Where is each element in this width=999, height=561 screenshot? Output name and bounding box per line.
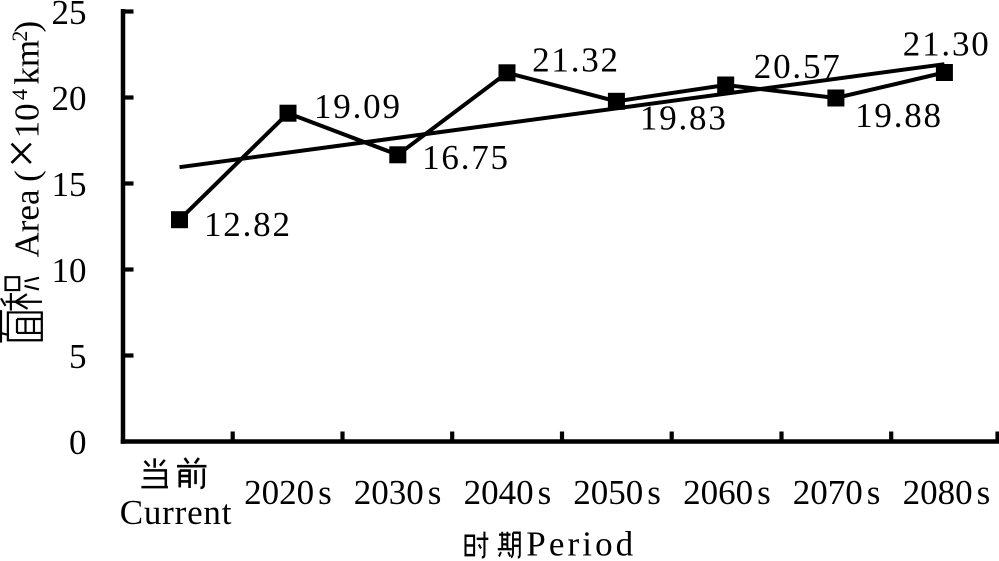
svg-text:21.32: 21.32	[532, 41, 620, 80]
svg-text:21.30: 21.30	[903, 24, 991, 63]
svg-text:20.57: 20.57	[754, 47, 842, 86]
svg-text:15: 15	[52, 165, 87, 204]
svg-text:25: 25	[52, 0, 87, 32]
svg-text:10: 10	[52, 251, 87, 290]
svg-text:Current: Current	[120, 493, 233, 532]
svg-text:19.83: 19.83	[640, 99, 728, 138]
svg-text:Period: Period	[526, 524, 636, 561]
svg-text:5: 5	[69, 337, 87, 376]
svg-text:16.75: 16.75	[422, 138, 510, 177]
svg-text:20: 20	[52, 79, 87, 118]
svg-text:12.82: 12.82	[204, 205, 292, 244]
svg-text:Area(×104km2): Area(×104km2)	[0, 21, 51, 258]
svg-text:19.09: 19.09	[314, 87, 402, 126]
svg-text:19.88: 19.88	[855, 96, 943, 135]
svg-text:0: 0	[69, 423, 87, 462]
